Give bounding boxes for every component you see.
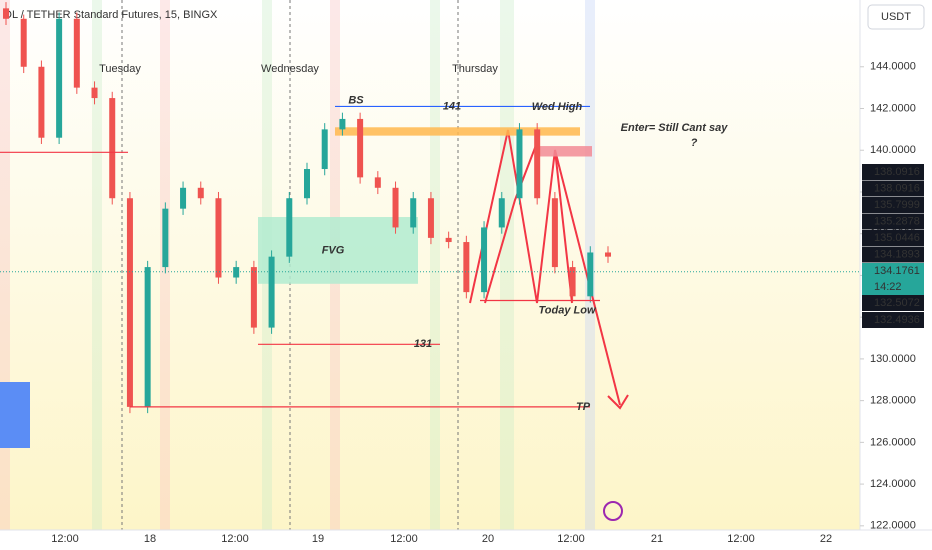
x-tick-label: 12:00 bbox=[390, 533, 418, 545]
candle-body bbox=[233, 267, 240, 278]
annotation: ? bbox=[691, 137, 698, 149]
side-widget[interactable] bbox=[0, 382, 30, 448]
current-price: 134.1761 bbox=[874, 265, 920, 277]
candle-body bbox=[481, 227, 488, 293]
level-label: TP bbox=[576, 401, 591, 413]
candle-body bbox=[38, 66, 45, 138]
price-tag: 138.0916 bbox=[874, 182, 920, 194]
candle-body bbox=[144, 267, 151, 407]
x-tick-label: 20 bbox=[482, 533, 494, 545]
level-label: 131 bbox=[414, 338, 432, 350]
price-tag: 138.0916 bbox=[874, 166, 920, 178]
candle-body bbox=[498, 198, 505, 228]
candle-body bbox=[551, 198, 558, 268]
plot-bg bbox=[0, 0, 860, 530]
candle-body bbox=[215, 198, 222, 278]
candle-body bbox=[304, 169, 310, 199]
candle-body bbox=[73, 18, 80, 88]
candle-body bbox=[516, 129, 523, 199]
x-tick-label: 12:00 bbox=[557, 533, 585, 545]
candle-body bbox=[587, 252, 594, 297]
y-tick-label: 144.0000 bbox=[870, 61, 916, 73]
day-label: Wednesday bbox=[261, 63, 319, 75]
zone bbox=[540, 146, 592, 157]
chart-title: DL / TETHER Standard Futures, 15, BINGX bbox=[4, 9, 218, 21]
zone bbox=[258, 217, 418, 284]
price-tag-bg bbox=[862, 180, 924, 197]
candle-body bbox=[3, 8, 9, 19]
y-tick-label: 128.0000 bbox=[870, 395, 916, 407]
y-tick-label: 142.0000 bbox=[870, 102, 916, 114]
candle-body bbox=[126, 198, 133, 407]
zone-label: FVG bbox=[322, 244, 345, 256]
countdown: 14:22 bbox=[874, 281, 902, 293]
candle-body bbox=[357, 118, 364, 178]
price-tag-bg bbox=[862, 213, 924, 230]
level-label: 141 bbox=[443, 100, 461, 112]
price-tag-bg bbox=[862, 230, 924, 246]
y-tick-label: 140.0000 bbox=[870, 144, 916, 156]
x-tick-label: 19 bbox=[312, 533, 324, 545]
candle-body bbox=[20, 18, 27, 67]
y-tick-label: 126.0000 bbox=[870, 436, 916, 448]
y-tick-label: 124.0000 bbox=[870, 478, 916, 490]
x-tick-label: 12:00 bbox=[727, 533, 755, 545]
candle-body bbox=[605, 252, 611, 257]
price-tag-bg bbox=[862, 295, 924, 311]
x-tick-label: 12:00 bbox=[51, 533, 79, 545]
x-tick-label: 12:00 bbox=[221, 533, 249, 545]
candle-body bbox=[250, 267, 257, 328]
price-tag: 135.0446 bbox=[874, 232, 920, 244]
candle-body bbox=[339, 118, 346, 130]
candle-body bbox=[109, 98, 116, 199]
x-tick-label: 22 bbox=[820, 533, 832, 545]
level-label: BS bbox=[348, 94, 364, 106]
candle-body bbox=[180, 187, 187, 209]
annotation: Enter= Still Cant say bbox=[621, 122, 729, 134]
price-tag-bg bbox=[862, 197, 924, 213]
candle-body bbox=[534, 129, 541, 199]
price-tag: 132.5072 bbox=[874, 297, 920, 309]
currency-button[interactable] bbox=[867, 4, 925, 30]
candle-body bbox=[463, 242, 470, 293]
price-tag: 135.2878 bbox=[874, 215, 920, 227]
candle-body bbox=[427, 198, 434, 238]
candle-body bbox=[392, 187, 399, 228]
price-tag: 132.4936 bbox=[874, 314, 920, 326]
y-tick-label: 122.0000 bbox=[870, 520, 916, 532]
candle-body bbox=[286, 198, 293, 257]
candle-body bbox=[374, 177, 381, 188]
price-tag: 135.7999 bbox=[874, 199, 920, 211]
x-tick-label: 21 bbox=[651, 533, 663, 545]
y-tick-label: 130.0000 bbox=[870, 353, 916, 365]
level-label: Today Low bbox=[538, 304, 596, 316]
candle-body bbox=[56, 18, 63, 138]
price-tag-bg bbox=[862, 246, 924, 263]
current-price-bg bbox=[862, 263, 924, 295]
price-tag-bg bbox=[862, 312, 924, 328]
candle-body bbox=[162, 208, 169, 268]
annotation: Wed High bbox=[532, 101, 583, 113]
candle-body bbox=[445, 237, 452, 243]
candle-body bbox=[91, 87, 98, 99]
candle-body bbox=[410, 198, 417, 228]
candle-body bbox=[197, 187, 204, 199]
candle-body bbox=[321, 129, 328, 170]
x-tick-label: 18 bbox=[144, 533, 156, 545]
alert-icon[interactable] bbox=[603, 501, 623, 521]
currency[interactable]: USDT bbox=[881, 11, 911, 23]
price-tag: 134.1893 bbox=[874, 248, 920, 260]
zone bbox=[335, 127, 580, 136]
day-label: Tuesday bbox=[99, 63, 141, 75]
candle-body bbox=[268, 256, 275, 328]
candle-body bbox=[569, 267, 576, 297]
price-tag-bg bbox=[862, 164, 924, 180]
day-label: Thursday bbox=[452, 63, 498, 75]
